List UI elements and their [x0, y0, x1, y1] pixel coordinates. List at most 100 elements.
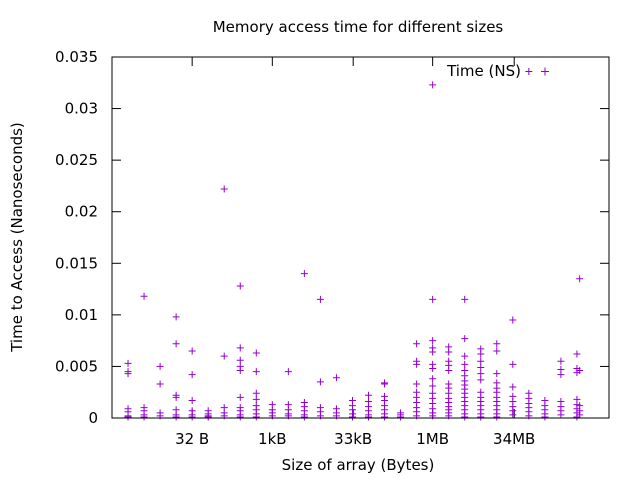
data-point — [557, 371, 565, 379]
data-point — [252, 349, 260, 357]
legend-marker — [541, 67, 549, 76]
x-tick-label: 1MB — [416, 430, 449, 448]
legend: Time (NS) — [446, 62, 549, 80]
x-tick-label: 34MB — [493, 430, 535, 448]
data-point — [156, 362, 164, 370]
data-point — [220, 352, 228, 360]
data-point — [188, 396, 196, 404]
data-point — [541, 413, 549, 421]
data-point — [477, 350, 485, 358]
data-point — [477, 376, 485, 384]
data-point — [477, 370, 485, 378]
data-point — [332, 374, 340, 382]
data-point — [140, 413, 148, 421]
data-point — [172, 413, 180, 421]
data-point — [236, 344, 244, 352]
data-point — [557, 411, 565, 419]
data-point — [236, 367, 244, 375]
data-point — [252, 395, 260, 403]
data-point — [429, 364, 437, 372]
x-tick-label: 1kB — [258, 430, 287, 448]
data-point — [236, 282, 244, 290]
data-point — [316, 295, 324, 303]
x-axis-ticks: 32 B 1kB 33kB 1MB 34MB — [175, 57, 535, 448]
data-point — [493, 340, 501, 348]
data-point — [576, 411, 584, 419]
y-tick-label: 0.03 — [65, 100, 98, 118]
data-point — [493, 370, 501, 378]
data-point — [365, 391, 373, 399]
data-point — [461, 360, 469, 368]
y-tick-label: 0.005 — [55, 357, 98, 375]
data-point — [124, 359, 132, 367]
data-point — [124, 413, 132, 421]
data-point — [140, 292, 148, 300]
data-point — [236, 413, 244, 421]
x-tick-label: 33kB — [334, 430, 372, 448]
data-point — [397, 413, 405, 421]
data-point — [172, 340, 180, 348]
data-point — [413, 380, 421, 388]
data-point — [576, 275, 584, 283]
data-point — [156, 380, 164, 388]
data-point — [429, 81, 437, 89]
data-point — [445, 367, 453, 375]
data-point — [365, 413, 373, 421]
data-point — [381, 380, 389, 388]
data-point — [477, 363, 485, 371]
data-point — [188, 347, 196, 355]
data-point — [461, 335, 469, 343]
data-point — [284, 368, 292, 376]
data-point — [220, 185, 228, 193]
y-tick-label: 0.015 — [55, 254, 98, 272]
y-tick-label: 0.035 — [55, 48, 98, 66]
data-point — [188, 371, 196, 379]
x-axis-label: Size of array (Bytes) — [282, 456, 435, 474]
data-point — [429, 348, 437, 356]
y-tick-label: 0.01 — [65, 306, 98, 324]
data-point — [576, 367, 584, 375]
data-point — [236, 393, 244, 401]
data-point — [461, 413, 469, 421]
data-point — [477, 413, 485, 421]
data-point — [429, 295, 437, 303]
data-point — [236, 356, 244, 364]
data-point — [413, 340, 421, 348]
data-point — [172, 313, 180, 321]
y-axis-ticks: 0 0.005 0.01 0.015 0.02 0.025 0.03 0.035 — [55, 48, 609, 427]
data-point — [477, 357, 485, 365]
y-axis-label: Time to Access (Nanoseconds) — [8, 122, 26, 353]
data-point — [124, 370, 132, 378]
data-point — [300, 270, 308, 278]
chart-title: Memory access time for different sizes — [213, 18, 504, 36]
legend-label: Time (NS) — [446, 62, 521, 80]
data-point — [252, 368, 260, 376]
data-point — [509, 411, 517, 419]
data-point — [172, 393, 180, 401]
data-points — [124, 67, 584, 421]
data-point — [509, 360, 517, 368]
data-point — [252, 413, 260, 421]
data-point — [429, 337, 437, 345]
y-tick-label: 0.02 — [65, 203, 98, 221]
data-point — [300, 413, 308, 421]
data-point — [316, 378, 324, 386]
data-point — [204, 413, 212, 421]
data-point — [429, 382, 437, 390]
data-point — [188, 413, 196, 421]
data-point — [461, 295, 469, 303]
data-point — [509, 383, 517, 391]
data-point — [573, 350, 581, 358]
data-point — [509, 316, 517, 324]
y-tick-label: 0 — [88, 409, 98, 427]
y-tick-label: 0.025 — [55, 151, 98, 169]
data-point — [525, 67, 533, 75]
data-point — [445, 348, 453, 356]
data-point — [381, 413, 389, 421]
x-tick-label: 32 B — [175, 430, 209, 448]
data-point — [493, 347, 501, 355]
data-point — [557, 357, 565, 365]
data-point — [461, 352, 469, 360]
